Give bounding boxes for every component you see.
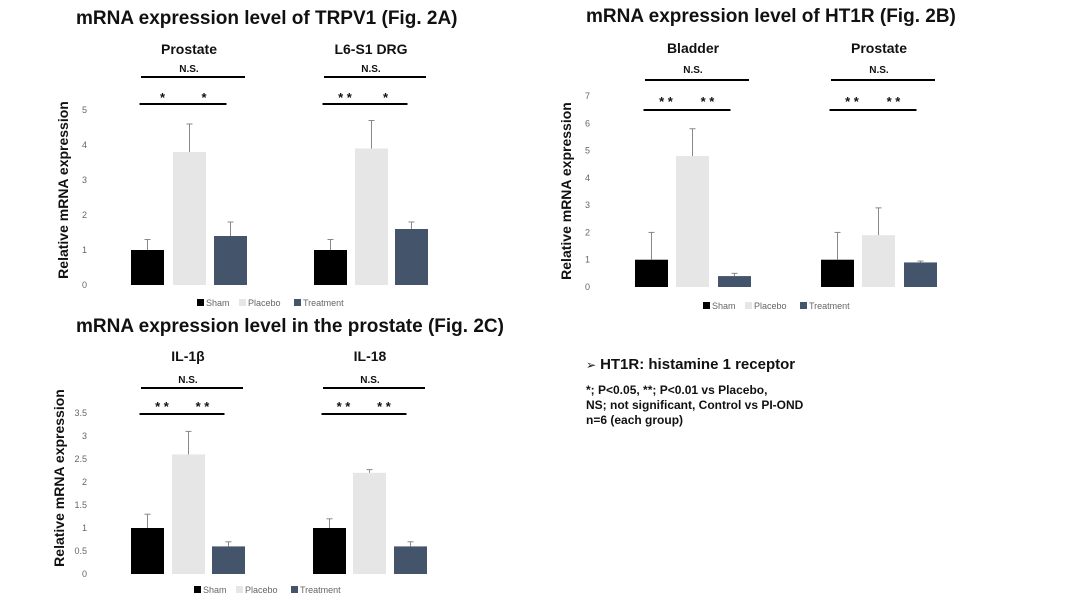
arrow-bullet-icon: ➢ [586, 358, 597, 372]
legend-swatch-treatment [800, 302, 807, 309]
y-tick-label: 4 [585, 173, 590, 183]
y-tick-label: 0 [82, 569, 87, 579]
bar-sham [635, 259, 668, 287]
abbreviation-text: HT1R: histamine 1 receptor [600, 356, 796, 373]
bar-treatment [214, 236, 247, 285]
sig-right-mark: * [383, 90, 389, 105]
bar-sham [313, 528, 346, 574]
y-tick-label: 5 [585, 146, 590, 156]
y-tick-label: 3.5 [74, 408, 87, 418]
ns-label: N.S. [683, 65, 703, 76]
group-label: Prostate [851, 40, 907, 56]
legend-swatch-treatment [294, 299, 301, 306]
bar-placebo [353, 472, 386, 574]
sig-right-mark: * * [887, 94, 902, 109]
y-tick-label: 2 [585, 227, 590, 237]
y-tick-label: 3 [82, 431, 87, 441]
legend-swatch-placebo [236, 586, 243, 593]
y-tick-label: 2 [82, 210, 87, 220]
footnote-ns: NS; not significant, Control vs PI-OND [586, 398, 804, 412]
y-tick-label: 0.5 [74, 546, 87, 556]
bar-treatment [394, 546, 427, 574]
bar-sham [131, 250, 164, 285]
bar-treatment [395, 229, 428, 285]
sig-left-mark: * * [337, 399, 352, 414]
footnote-significance: *; P<0.05, **; P<0.01 vs Placebo, [586, 383, 768, 397]
bar-sham [821, 259, 854, 287]
y-tick-label: 1 [82, 245, 87, 255]
y-tick-label: 4 [82, 140, 87, 150]
legend-swatch-sham [703, 302, 710, 309]
bar-placebo [862, 235, 895, 287]
y-tick-label: 6 [585, 118, 590, 128]
sig-left-mark: * * [338, 90, 353, 105]
bar-placebo [676, 156, 709, 287]
group-label: IL-1β [171, 348, 205, 364]
group-label: L6-S1 DRG [334, 41, 407, 57]
figure-2a-title: mRNA expression level of TRPV1 (Fig. 2A) [76, 8, 458, 29]
ns-label: N.S. [179, 64, 199, 75]
bar-treatment [718, 276, 751, 287]
bar-treatment [212, 546, 245, 574]
y-axis-label: Relative mRNA expression [558, 102, 574, 280]
sig-left-mark: * * [845, 94, 860, 109]
legend-swatch-sham [197, 299, 204, 306]
sig-left-mark: * * [659, 94, 674, 109]
abbreviation-note: ➢ HT1R: histamine 1 receptor [586, 356, 803, 373]
y-axis-label: Relative mRNA expression [55, 101, 71, 279]
ns-label: N.S. [361, 64, 381, 75]
y-tick-label: 1 [585, 255, 590, 265]
legend-label-treatment: Treatment [303, 298, 344, 308]
group-label: Prostate [161, 41, 217, 57]
legend-label-sham: Sham [712, 301, 736, 311]
legend-label-placebo: Placebo [248, 298, 281, 308]
figure-2b-title: mRNA expression level of HT1R (Fig. 2B) [586, 6, 956, 27]
sig-right-mark: * * [377, 399, 392, 414]
y-tick-label: 1.5 [74, 500, 87, 510]
bar-sham [314, 250, 347, 285]
legend-label-sham: Sham [206, 298, 230, 308]
legend-swatch-placebo [745, 302, 752, 309]
sig-right-mark: * [201, 90, 207, 105]
figure-2c-title: mRNA expression level in the prostate (F… [76, 316, 504, 337]
y-tick-label: 0 [82, 280, 87, 290]
y-axis-label: Relative mRNA expression [51, 389, 67, 567]
sig-right-mark: * * [196, 399, 211, 414]
sig-left-mark: * * [155, 399, 170, 414]
notes-block: ➢ HT1R: histamine 1 receptor *; P<0.05, *… [586, 356, 803, 428]
bar-placebo [355, 148, 388, 285]
y-tick-label: 2 [82, 477, 87, 487]
legend-label-treatment: Treatment [809, 301, 850, 311]
y-tick-label: 7 [585, 91, 590, 101]
group-label: Bladder [667, 40, 720, 56]
sig-left-mark: * [160, 90, 166, 105]
bar-sham [131, 528, 164, 574]
legend-swatch-treatment [291, 586, 298, 593]
bar-placebo [173, 152, 206, 285]
y-tick-label: 3 [585, 200, 590, 210]
ns-label: N.S. [360, 375, 380, 386]
sig-right-mark: * * [701, 94, 716, 109]
y-tick-label: 2.5 [74, 454, 87, 464]
y-tick-label: 3 [82, 175, 87, 185]
legend-label-placebo: Placebo [245, 585, 278, 595]
legend-label-placebo: Placebo [754, 301, 787, 311]
y-tick-label: 0 [585, 282, 590, 292]
ns-label: N.S. [869, 65, 889, 76]
legend-swatch-placebo [239, 299, 246, 306]
bar-placebo [172, 454, 205, 574]
y-tick-label: 1 [82, 523, 87, 533]
legend-label-treatment: Treatment [300, 585, 341, 595]
bar-treatment [904, 262, 937, 287]
legend-label-sham: Sham [203, 585, 227, 595]
group-label: IL-18 [354, 348, 387, 364]
ns-label: N.S. [178, 375, 198, 386]
legend-swatch-sham [194, 586, 201, 593]
y-tick-label: 5 [82, 105, 87, 115]
footnote-sample-size: n=6 (each group) [586, 413, 684, 427]
